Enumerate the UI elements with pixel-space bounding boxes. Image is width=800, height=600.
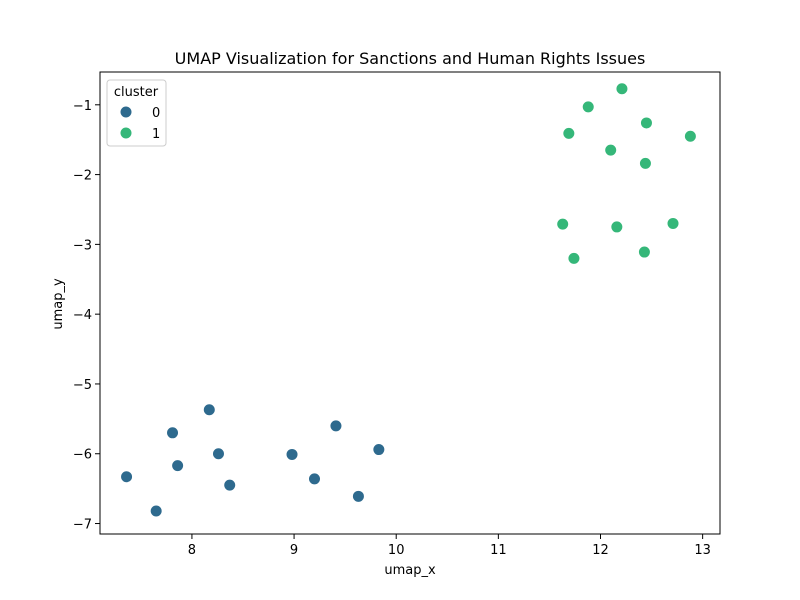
legend-label: 1 bbox=[152, 127, 160, 142]
plot-area bbox=[99, 71, 721, 535]
cluster-1-point bbox=[556, 217, 570, 231]
cluster-0-point bbox=[307, 472, 321, 486]
plot-frame bbox=[99, 71, 721, 535]
cluster-1-point bbox=[683, 129, 697, 143]
y-tick-label: −1 bbox=[73, 99, 92, 114]
cluster-0-point bbox=[372, 443, 386, 457]
cluster-1-point bbox=[639, 116, 653, 130]
cluster-1-point bbox=[666, 216, 680, 230]
cluster-0-point bbox=[202, 403, 216, 417]
cluster-0-point bbox=[329, 419, 343, 433]
chart-title: UMAP Visualization for Sanctions and Hum… bbox=[175, 49, 646, 68]
cluster-0-point bbox=[285, 447, 299, 461]
legend-items: 01 bbox=[119, 105, 160, 142]
y-tick-label: −7 bbox=[73, 518, 92, 533]
cluster-1-point bbox=[637, 245, 651, 259]
legend-title: cluster bbox=[114, 85, 159, 100]
legend-marker bbox=[119, 126, 133, 140]
legend: cluster 01 bbox=[106, 79, 167, 147]
cluster-1-point bbox=[610, 220, 624, 234]
cluster-0-point bbox=[166, 426, 180, 440]
data-points bbox=[120, 82, 697, 518]
cluster-0-point bbox=[120, 470, 134, 484]
cluster-1-point bbox=[567, 251, 581, 265]
x-tick-label: 12 bbox=[592, 543, 609, 558]
legend-marker bbox=[119, 105, 133, 119]
y-tick-label: −6 bbox=[73, 448, 92, 463]
y-tick-label: −4 bbox=[73, 308, 92, 323]
cluster-0-point bbox=[223, 478, 237, 492]
y-tick-label: −2 bbox=[73, 169, 92, 184]
x-tick-label: 10 bbox=[388, 543, 405, 558]
y-tick-label: −3 bbox=[73, 238, 92, 253]
cluster-1-point bbox=[615, 82, 629, 96]
cluster-1-point bbox=[638, 156, 652, 170]
cluster-0-point bbox=[171, 459, 185, 473]
cluster-0-point bbox=[211, 447, 225, 461]
y-tick-label: −5 bbox=[73, 378, 92, 393]
x-tick-label: 8 bbox=[188, 543, 196, 558]
x-axis-label: umap_x bbox=[384, 563, 436, 578]
cluster-1-point bbox=[581, 100, 595, 114]
x-tick-label: 13 bbox=[694, 543, 711, 558]
x-axis: 8 9 10 11 12 13 bbox=[188, 534, 711, 558]
y-axis-label: umap_y bbox=[51, 278, 66, 330]
cluster-1-point bbox=[604, 143, 618, 157]
y-axis: −1 −2 −3 −4 −5 −6 −7 bbox=[73, 99, 100, 533]
cluster-0-point bbox=[149, 504, 163, 518]
cluster-1-point bbox=[562, 126, 576, 140]
x-tick-label: 11 bbox=[490, 543, 507, 558]
legend-label: 0 bbox=[152, 106, 160, 121]
x-tick-label: 9 bbox=[290, 543, 298, 558]
cluster-0-point bbox=[351, 489, 365, 503]
